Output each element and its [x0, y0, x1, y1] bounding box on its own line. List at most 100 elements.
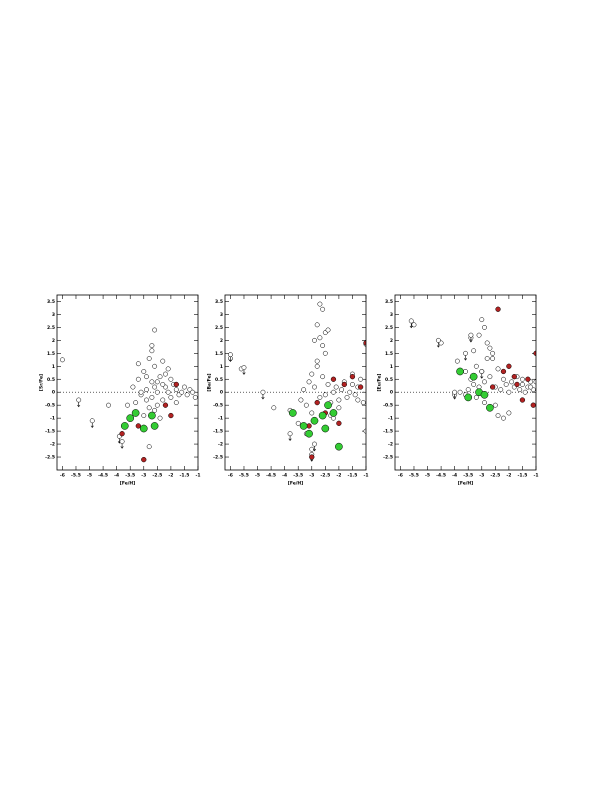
x-axis-label: [Fe/H] — [288, 481, 303, 487]
x-tick-label: -5.5 — [239, 473, 249, 479]
point — [476, 332, 482, 338]
point — [173, 400, 179, 406]
point — [482, 379, 487, 385]
point — [482, 400, 487, 406]
point — [464, 393, 473, 402]
upper-limit — [435, 337, 441, 348]
y-tick-label: -0.5 — [45, 403, 55, 409]
y-tick-label: 2 — [220, 338, 223, 344]
point — [336, 420, 342, 426]
plot-area — [59, 327, 198, 463]
point — [184, 392, 190, 398]
point — [298, 397, 304, 403]
point — [149, 348, 155, 354]
point — [141, 456, 147, 463]
point — [160, 381, 166, 387]
arrow-head — [261, 397, 265, 400]
point — [146, 405, 152, 411]
point — [317, 335, 323, 341]
x-tick-label: -1.5 — [518, 473, 528, 479]
point — [303, 402, 309, 408]
point — [154, 379, 160, 385]
point — [295, 420, 301, 426]
y-tick-label: -1 — [388, 416, 393, 422]
y-tick-label: -1.5 — [45, 429, 55, 435]
arrow-head — [480, 376, 484, 379]
point — [309, 410, 315, 416]
point — [511, 374, 517, 380]
upper-limit — [241, 365, 247, 375]
point — [165, 389, 171, 395]
point — [517, 387, 523, 393]
point — [514, 381, 520, 388]
point — [125, 402, 130, 408]
point — [492, 402, 498, 408]
point — [309, 446, 315, 452]
marker — [463, 350, 468, 356]
x-tick-label: -2 — [506, 473, 511, 479]
y-tick-label: 1.5 — [385, 351, 393, 357]
point — [325, 327, 331, 333]
point — [168, 376, 174, 382]
point — [530, 402, 536, 408]
arrow-head — [77, 404, 81, 408]
y-tick-label: 1 — [52, 364, 55, 370]
y-tick-label: -2.5 — [45, 455, 55, 461]
y-tick-label: 0.5 — [385, 377, 393, 383]
point — [139, 424, 148, 433]
y-tick-label: 0 — [220, 390, 223, 396]
point — [506, 363, 512, 369]
y-tick-label: 3 — [220, 312, 223, 318]
point — [144, 374, 149, 380]
point — [335, 442, 343, 451]
point — [173, 387, 179, 393]
point — [160, 358, 166, 364]
y-tick-label: 1 — [220, 364, 223, 370]
point — [135, 361, 141, 367]
point — [500, 368, 507, 375]
x-tick-label: -2.5 — [490, 473, 500, 479]
point — [314, 358, 320, 364]
point — [306, 379, 312, 385]
arrow-head — [242, 372, 246, 375]
x-tick-label: -3.5 — [293, 473, 303, 479]
point — [336, 405, 342, 411]
upper-limit — [260, 389, 266, 400]
point — [150, 422, 159, 430]
y-axis-label: [Eu/Fe] — [377, 374, 383, 392]
x-axis-label: [Fe/H] — [458, 481, 473, 487]
marker — [241, 365, 247, 371]
point — [181, 384, 187, 390]
point — [312, 337, 317, 343]
upper-limit — [479, 369, 485, 379]
x-tick-label: -4.5 — [436, 473, 446, 479]
upper-limit — [408, 318, 414, 329]
point — [490, 356, 496, 361]
point — [484, 356, 490, 361]
point — [157, 415, 163, 421]
arrow-head — [453, 397, 457, 400]
point — [163, 371, 168, 377]
arrow-head — [288, 438, 292, 442]
y-tick-label: 0.5 — [47, 377, 55, 383]
point — [479, 317, 485, 323]
marker — [76, 397, 82, 403]
point — [322, 350, 328, 356]
point — [324, 401, 332, 410]
upper-limit — [468, 332, 474, 343]
marker — [408, 318, 414, 324]
point — [154, 402, 160, 408]
point — [456, 367, 464, 376]
point — [141, 413, 147, 419]
y-tick-label: 0.5 — [215, 377, 223, 383]
point — [119, 431, 125, 437]
point — [465, 387, 471, 393]
point — [528, 384, 534, 390]
point — [482, 324, 487, 330]
y-tick-label: 2 — [390, 338, 393, 344]
y-tick-label: -1.5 — [213, 429, 223, 435]
point — [484, 340, 490, 346]
y-tick-label: -2 — [50, 442, 55, 448]
point — [320, 306, 326, 312]
point — [160, 397, 166, 403]
